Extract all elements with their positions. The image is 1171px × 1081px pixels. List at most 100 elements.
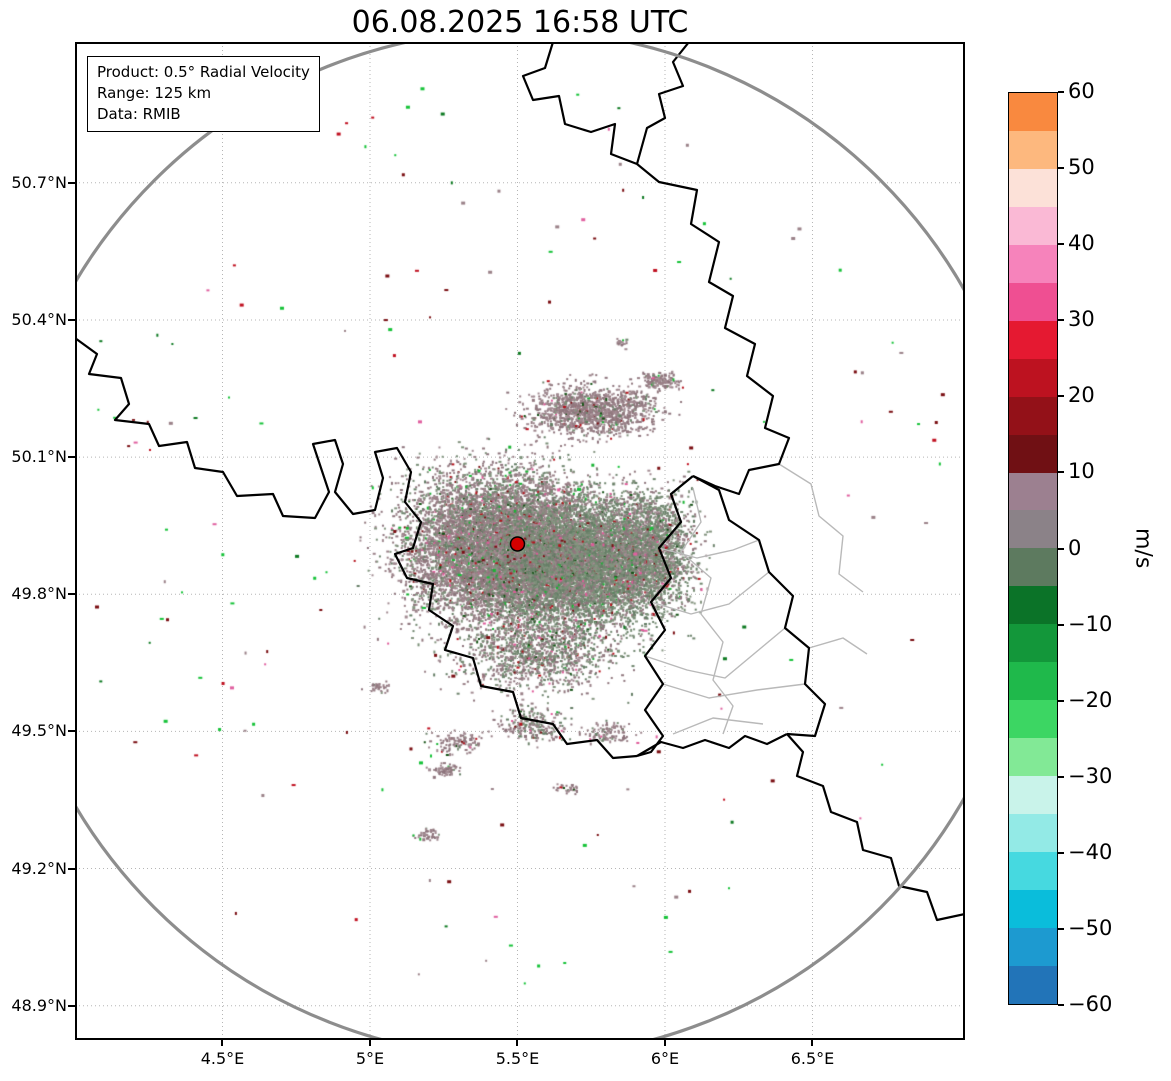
colorbar-tick-label: 50	[1068, 155, 1095, 180]
y-axis-tick-label: 48.9°N	[11, 995, 67, 1015]
x-axis-tick-label: 5.5°E	[495, 1049, 540, 1068]
colorbar-unit-text: m/s	[1130, 528, 1156, 569]
colorbar-tick-label: 20	[1068, 383, 1095, 408]
country-border	[521, 42, 638, 166]
colorbar-tick-label: −10	[1068, 611, 1113, 636]
province-border	[650, 571, 770, 615]
y-axis-tick-label: 50.1°N	[11, 447, 67, 467]
colorbar-band	[1009, 776, 1057, 815]
x-axis-tick	[516, 1040, 519, 1046]
colorbar-band	[1009, 700, 1057, 739]
colorbar-band	[1009, 814, 1057, 853]
x-axis-tick-label: 5°E	[355, 1049, 385, 1068]
y-axis-tick	[68, 593, 75, 596]
colorbar-band	[1009, 890, 1057, 928]
data-source-line: Data: RMIB	[97, 105, 181, 123]
y-axis-tick-label: 50.4°N	[11, 309, 67, 329]
colorbar-band	[1009, 320, 1057, 359]
country-border	[636, 475, 694, 758]
province-border	[644, 627, 786, 679]
colorbar-tick-label: −40	[1068, 839, 1113, 864]
y-axis-tick	[68, 456, 75, 459]
country-border	[636, 733, 788, 757]
colorbar-band	[1009, 662, 1057, 701]
y-axis-tick	[68, 318, 75, 321]
colorbar-band	[1009, 206, 1057, 245]
product-info-box: Product: 0.5° Radial Velocity Range: 125…	[87, 56, 320, 132]
colorbar-band	[1009, 282, 1057, 321]
country-border	[635, 42, 690, 165]
colorbar-tick	[1058, 775, 1064, 778]
range-info-line: Range: 125 km	[97, 84, 212, 102]
province-border	[680, 487, 734, 735]
colorbar-tick	[1058, 927, 1064, 930]
province-border	[672, 717, 764, 735]
x-axis-tick-label: 6°E	[650, 1049, 680, 1068]
x-axis-tick	[811, 1040, 814, 1046]
colorbar-tick	[1058, 699, 1064, 702]
colorbar-tick	[1058, 623, 1064, 626]
colorbar-band	[1009, 624, 1057, 663]
province-border	[778, 463, 864, 593]
y-axis-tick-label: 49.5°N	[11, 721, 67, 741]
colorbar-tick-label: −20	[1068, 687, 1113, 712]
colorbar-tick-label: −60	[1068, 992, 1113, 1016]
colorbar-tick	[1058, 547, 1064, 550]
country-border	[636, 163, 791, 496]
y-axis-tick	[68, 730, 75, 733]
plot-frame	[75, 42, 965, 1040]
colorbar-tick	[1058, 851, 1064, 854]
colorbar-band	[1009, 168, 1057, 207]
y-axis-tick-label: 50.7°N	[11, 172, 67, 192]
colorbar-tick-label: 30	[1068, 307, 1095, 332]
colorbar	[1008, 92, 1058, 1005]
x-axis-tick-label: 6.5°E	[790, 1049, 835, 1068]
y-axis-tick-label: 49.8°N	[11, 584, 67, 604]
x-axis-tick	[663, 1040, 666, 1046]
colorbar-band	[1009, 586, 1057, 625]
province-border	[808, 637, 868, 655]
country-border	[692, 475, 827, 738]
x-axis-tick	[368, 1040, 371, 1046]
colorbar-band	[1009, 472, 1057, 511]
x-axis-tick-label: 4.5°E	[200, 1049, 245, 1068]
colorbar-band	[1009, 927, 1057, 966]
y-axis-tick	[68, 1004, 75, 1007]
colorbar-tick-label: −50	[1068, 915, 1113, 940]
colorbar-tick	[1058, 243, 1064, 246]
province-border	[662, 683, 806, 699]
colorbar-band	[1009, 93, 1057, 131]
colorbar-band	[1009, 510, 1057, 549]
colorbar-band	[1009, 130, 1057, 169]
colorbar-band	[1009, 738, 1057, 777]
colorbar-tick	[1058, 167, 1064, 170]
colorbar-band	[1009, 396, 1057, 435]
plot-title: 06.08.2025 16:58 UTC	[351, 5, 689, 40]
y-axis-tick	[68, 867, 75, 870]
colorbar-tick-label: 40	[1068, 231, 1095, 256]
product-info-line: Product: 0.5° Radial Velocity	[97, 63, 310, 81]
colorbar-band	[1009, 852, 1057, 891]
y-axis-tick	[68, 181, 75, 184]
colorbar-tick	[1058, 319, 1064, 322]
radar-location-marker	[509, 536, 526, 552]
colorbar-band	[1009, 965, 1057, 1004]
x-axis-tick	[221, 1040, 224, 1046]
colorbar-tick-label: −30	[1068, 763, 1113, 788]
country-border	[75, 337, 638, 760]
map-plot: Product: 0.5° Radial Velocity Range: 125…	[75, 42, 965, 1040]
colorbar-tick-label: 10	[1068, 459, 1095, 484]
colorbar-tick	[1058, 471, 1064, 474]
colorbar-tick-label: 60	[1068, 79, 1095, 103]
province-border	[658, 539, 760, 559]
country-border	[786, 733, 965, 922]
colorbar-tick-label: 0	[1068, 535, 1082, 560]
colorbar-band	[1009, 358, 1057, 397]
y-axis-tick-label: 49.2°N	[11, 858, 67, 878]
colorbar-unit-label: m/s	[1126, 92, 1160, 1005]
colorbar-band	[1009, 434, 1057, 473]
colorbar-band	[1009, 244, 1057, 283]
colorbar-band	[1009, 548, 1057, 587]
map-overlay	[75, 42, 965, 1040]
